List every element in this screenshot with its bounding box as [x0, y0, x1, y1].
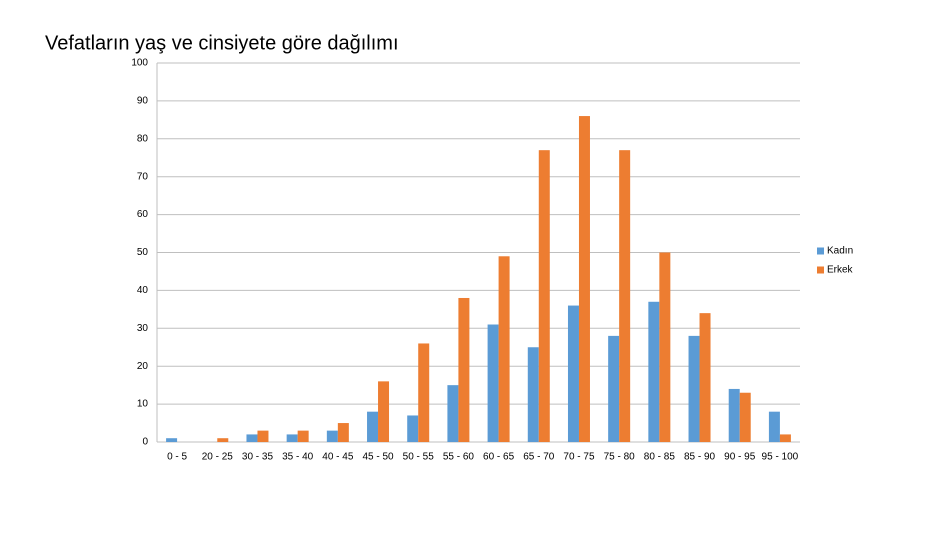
- bar: [418, 343, 430, 442]
- bar: [619, 150, 631, 443]
- x-tick-label: 60 - 65: [483, 452, 515, 463]
- y-tick-label: 40: [137, 285, 149, 296]
- x-tick-label: 90 - 95: [724, 452, 756, 463]
- y-tick-label: 90: [137, 96, 149, 107]
- bar: [779, 434, 791, 442]
- bar: [166, 438, 178, 442]
- bar: [608, 335, 620, 442]
- bar: [337, 423, 349, 442]
- y-tick-label: 30: [137, 323, 149, 334]
- bar: [447, 385, 459, 442]
- x-tick-label: 50 - 55: [403, 452, 435, 463]
- bar: [699, 313, 711, 442]
- bar: [246, 434, 258, 442]
- x-tick-label: 95 - 100: [762, 452, 799, 463]
- x-tick-label: 30 - 35: [242, 452, 274, 463]
- y-tick-label: 50: [137, 247, 149, 258]
- x-tick-label: 70 - 75: [563, 452, 595, 463]
- legend-swatch: [817, 266, 824, 274]
- x-tick-label: 85 - 90: [684, 452, 716, 463]
- x-tick-label: 0 - 5: [167, 452, 187, 463]
- bar: [648, 301, 660, 442]
- bar: [487, 324, 499, 442]
- y-tick-label: 10: [137, 399, 149, 410]
- bar: [688, 335, 700, 442]
- legend-label: Erkek: [827, 265, 854, 276]
- bar: [367, 411, 379, 442]
- x-tick-label: 75 - 80: [604, 452, 636, 463]
- y-tick-label: 0: [142, 437, 148, 448]
- y-tick-label: 80: [137, 133, 149, 144]
- x-tick-label: 20 - 25: [202, 452, 234, 463]
- y-tick-label: 20: [137, 361, 149, 372]
- bar: [728, 388, 740, 442]
- bar: [659, 252, 671, 442]
- x-tick-label: 40 - 45: [322, 452, 354, 463]
- bar: [538, 150, 550, 443]
- legend-swatch: [817, 247, 824, 255]
- chart-title: Vefatların yaş ve cinsiyete göre dağılım…: [45, 32, 399, 54]
- bar: [257, 430, 269, 442]
- bar: [297, 430, 309, 442]
- x-tick-label: 80 - 85: [644, 452, 676, 463]
- bar: [286, 434, 298, 442]
- bar: [378, 381, 390, 442]
- y-tick-label: 60: [137, 209, 149, 220]
- x-tick-label: 65 - 70: [523, 452, 555, 463]
- y-tick-label: 70: [137, 171, 149, 182]
- x-tick-label: 35 - 40: [282, 452, 314, 463]
- x-tick-label: 55 - 60: [443, 452, 475, 463]
- bar: [739, 392, 751, 442]
- bar: [326, 430, 338, 442]
- legend-label: Kadın: [827, 246, 853, 257]
- bar: [458, 297, 470, 442]
- bar: [498, 256, 510, 442]
- bar: [567, 305, 579, 442]
- y-tick-label: 100: [131, 58, 148, 69]
- x-tick-label: 45 - 50: [362, 452, 394, 463]
- bar: [768, 411, 780, 442]
- bar: [578, 116, 590, 442]
- bar: [407, 415, 419, 442]
- bar: [527, 347, 539, 442]
- bar: [217, 438, 229, 442]
